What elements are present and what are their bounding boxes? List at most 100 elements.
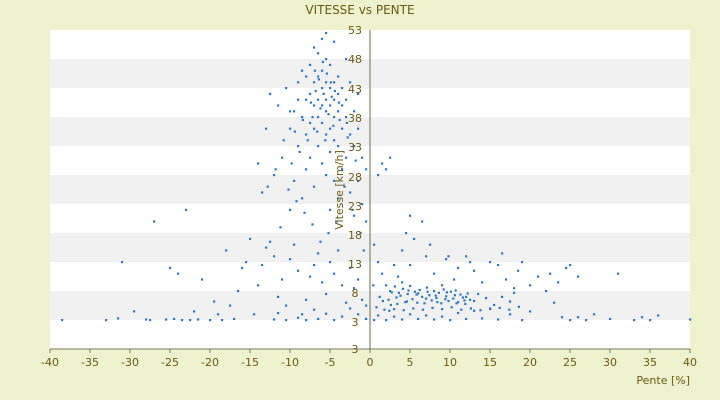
- data-point: [169, 266, 172, 269]
- data-point: [193, 310, 196, 313]
- data-point: [389, 303, 392, 307]
- data-point: [521, 261, 524, 264]
- y-tick-label: 28: [348, 171, 362, 184]
- data-point: [301, 313, 304, 316]
- data-point: [440, 302, 443, 305]
- data-point: [421, 295, 424, 298]
- data-point: [545, 290, 548, 293]
- data-point: [346, 136, 349, 139]
- data-point: [266, 185, 269, 188]
- data-point: [305, 168, 308, 171]
- data-point: [285, 87, 288, 90]
- data-point: [357, 92, 360, 95]
- data-point: [329, 150, 332, 153]
- data-point: [393, 285, 396, 288]
- data-point: [277, 312, 280, 315]
- data-point: [489, 308, 492, 311]
- data-point: [321, 162, 324, 165]
- data-point: [201, 278, 204, 281]
- data-point: [333, 179, 336, 182]
- data-point: [385, 319, 388, 322]
- y-tick-label: 3: [352, 343, 359, 356]
- data-point: [359, 232, 362, 235]
- data-point: [317, 145, 320, 148]
- data-point: [241, 266, 244, 269]
- data-point: [293, 110, 296, 113]
- data-point: [401, 287, 404, 290]
- data-point: [501, 252, 504, 255]
- data-point: [406, 292, 409, 296]
- data-point: [411, 298, 414, 301]
- data-point: [425, 286, 428, 289]
- data-point: [351, 208, 354, 211]
- data-point: [313, 69, 316, 72]
- data-point: [396, 302, 399, 305]
- data-point: [330, 95, 333, 98]
- data-point: [341, 168, 344, 171]
- data-point: [473, 269, 476, 272]
- data-point: [517, 305, 520, 308]
- data-point: [460, 308, 463, 311]
- data-point: [305, 319, 308, 322]
- data-point: [293, 179, 296, 182]
- data-point: [521, 319, 524, 322]
- data-point: [393, 315, 396, 318]
- data-point: [485, 297, 488, 300]
- x-tick-label: -30: [121, 356, 139, 369]
- data-point: [237, 290, 240, 293]
- data-point: [537, 275, 540, 278]
- data-point: [389, 290, 392, 293]
- data-point: [517, 269, 520, 272]
- data-point: [377, 174, 380, 177]
- data-point: [333, 272, 336, 275]
- data-point: [429, 243, 432, 246]
- data-point: [221, 319, 224, 322]
- data-point: [481, 281, 484, 284]
- data-point: [261, 263, 264, 267]
- data-point: [401, 249, 404, 252]
- data-point: [409, 313, 412, 316]
- data-point: [357, 278, 360, 281]
- data-point: [281, 278, 284, 281]
- data-point: [437, 291, 440, 294]
- data-point: [321, 69, 324, 72]
- data-point: [337, 75, 340, 78]
- data-point: [689, 318, 692, 321]
- data-point: [253, 313, 256, 316]
- data-point: [297, 316, 300, 319]
- y-tick-label: 53: [348, 24, 362, 37]
- data-point: [381, 272, 384, 275]
- data-point: [378, 295, 381, 298]
- data-point: [423, 302, 426, 305]
- data-point: [325, 58, 328, 61]
- data-point: [447, 299, 450, 303]
- data-point: [257, 162, 260, 165]
- data-point: [295, 200, 298, 203]
- data-point: [332, 124, 335, 127]
- data-point: [285, 304, 288, 307]
- data-point: [513, 287, 516, 290]
- data-point: [133, 310, 136, 313]
- data-point: [609, 317, 612, 320]
- x-tick-label: 10: [443, 356, 457, 369]
- data-point: [433, 290, 436, 293]
- data-point: [450, 306, 453, 309]
- data-point: [277, 104, 280, 107]
- data-point: [449, 290, 452, 293]
- data-point: [349, 191, 352, 194]
- data-point: [345, 301, 348, 304]
- data-point: [415, 293, 418, 296]
- data-point: [473, 299, 476, 303]
- x-tick-label: -15: [241, 356, 259, 369]
- data-point: [457, 312, 460, 315]
- data-point: [257, 284, 260, 287]
- data-point: [466, 292, 469, 295]
- data-point: [509, 300, 512, 303]
- data-point: [341, 104, 344, 107]
- y-tick-label: 13: [348, 258, 362, 271]
- data-point: [265, 246, 268, 249]
- y-axis-title: Vitesse [km/h]: [333, 150, 346, 230]
- data-point: [409, 214, 412, 217]
- data-point: [343, 185, 346, 188]
